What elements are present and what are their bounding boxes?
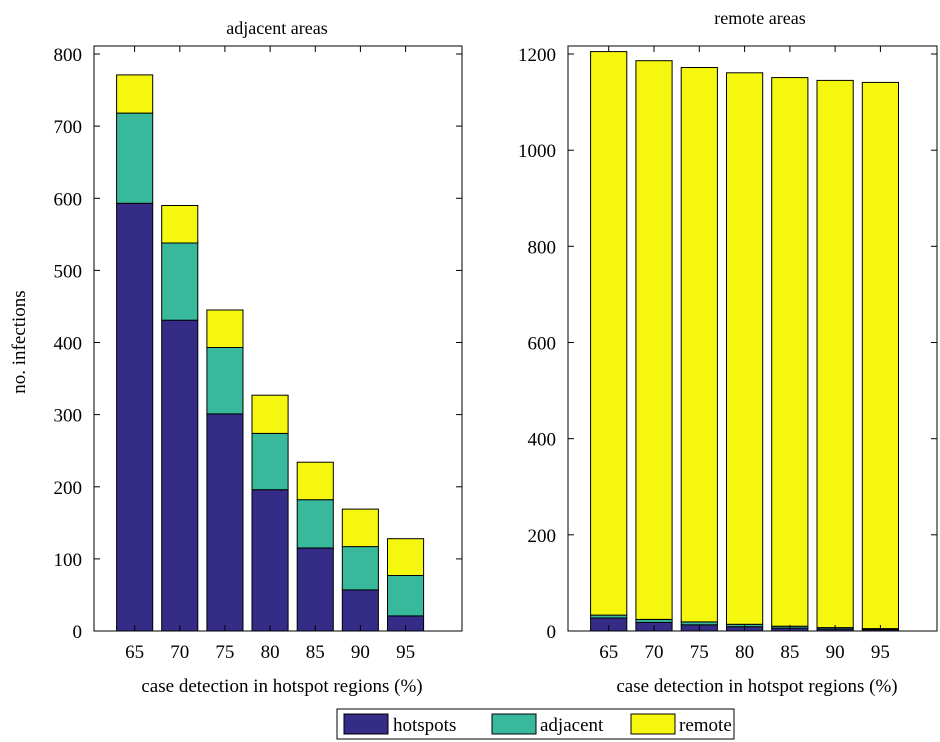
y-tick-label: 600 [54,189,83,210]
y-tick-label: 800 [528,237,557,258]
bar-remote-80 [251,394,289,434]
y-axis-label: no. infections [9,290,30,393]
bar-hotspots-65 [116,202,154,632]
bar-hotspots-90 [341,589,379,632]
y-ticks-group: 0 200 400 600 800 1000 1200 [518,45,937,643]
y-tick-label: 400 [54,334,83,355]
x-tick-label: 85 [306,642,325,663]
x-axis-label: case detection in hotspot regions (%) [616,676,897,697]
y-tick-label: 400 [528,430,557,451]
bar-adjacent-65 [116,112,154,204]
bar-remote-65 [590,51,628,616]
y-tick-label: 0 [73,622,83,643]
bar-remote-80 [726,72,764,625]
bars-group [116,74,425,632]
bar-hotspots-70 [161,319,199,632]
x-tick-label: 85 [780,642,799,663]
bar-adjacent-70 [635,619,673,623]
y-tick-label: 800 [54,45,83,66]
legend-item-remote: remote [630,713,732,736]
chart-title: adjacent areas [226,18,327,38]
legend-label-adjacent: adjacent [540,715,604,736]
plot-frame [567,45,938,632]
chart-panel-remote-areas: remote areas case detection in hotspot r… [518,8,938,697]
bar-adjacent-80 [251,432,289,491]
legend-item-adjacent: adjacent [491,713,604,736]
x-tick-label: 75 [215,642,234,663]
bar-hotspots-75 [206,413,244,632]
bar-adjacent-70 [161,242,199,321]
bar-remote-75 [206,309,244,348]
x-axis-label: case detection in hotspot regions (%) [141,676,422,697]
bar-remote-75 [680,67,718,623]
x-tick-label: 70 [170,642,189,663]
plot-frame [93,45,463,632]
y-tick-label: 300 [54,406,83,427]
bar-remote-90 [816,79,854,629]
legend-swatch-hotspots [343,713,389,735]
bar-hotspots-80 [251,489,289,632]
legend-swatch-remote [630,713,676,735]
legend: hotspots adjacent remote [336,708,735,740]
legend-label-remote: remote [679,715,732,736]
x-tick-label: 90 [826,642,845,663]
x-tick-label: 70 [645,642,664,663]
chart-title: remote areas [714,8,805,28]
y-tick-label: 200 [54,478,83,499]
x-tick-label: 90 [351,642,370,663]
x-tick-label: 95 [871,642,890,663]
bar-remote-85 [296,461,334,501]
x-tick-label: 75 [690,642,709,663]
y-tick-label: 600 [528,334,557,355]
bar-remote-70 [635,60,673,620]
x-tick-label: 65 [599,642,618,663]
bar-adjacent-95 [387,575,425,617]
bar-remote-90 [341,508,379,548]
bar-remote-70 [161,205,199,244]
bar-remote-85 [771,77,809,627]
bar-remote-65 [116,74,154,114]
y-tick-label: 700 [54,117,83,138]
bars-group [590,51,899,632]
chart-panel-adjacent-areas: adjacent areas no. infections case detec… [9,18,463,697]
bar-remote-95 [387,538,425,577]
y-tick-label: 1200 [518,45,556,66]
bar-adjacent-85 [296,499,334,549]
y-tick-label: 100 [54,550,83,571]
y-tick-label: 1000 [518,141,556,162]
bar-adjacent-75 [206,347,244,415]
y-tick-label: 500 [54,261,83,282]
x-tick-label: 65 [125,642,144,663]
legend-item-hotspots: hotspots [343,713,456,736]
bar-hotspots-85 [296,547,334,632]
x-ticks-group: 65 70 75 80 85 90 95 [599,46,890,663]
y-tick-label: 200 [528,526,557,547]
bar-remote-95 [861,81,899,630]
x-ticks-group: 65 70 75 80 85 90 95 [125,46,415,663]
x-tick-label: 80 [261,642,280,663]
bar-adjacent-90 [341,546,379,591]
y-tick-label: 0 [547,622,557,643]
x-tick-label: 80 [735,642,754,663]
x-tick-label: 95 [396,642,415,663]
y-ticks-group: 0 100 200 300 400 500 600 700 800 [54,45,462,643]
legend-swatch-adjacent [491,713,537,735]
legend-label-hotspots: hotspots [393,715,456,736]
